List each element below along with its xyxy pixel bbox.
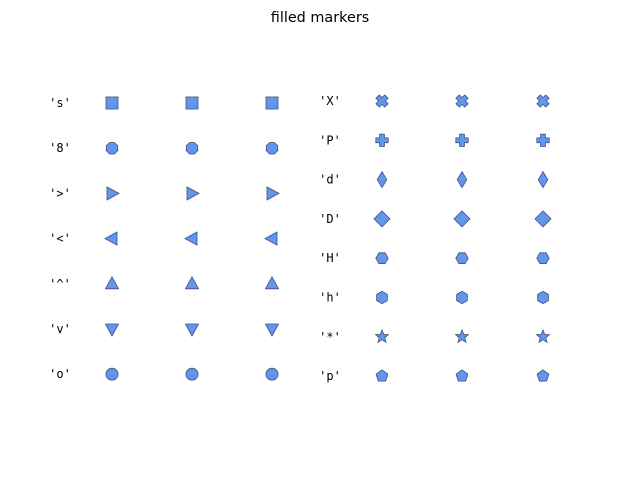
marker-diamond: [373, 210, 391, 228]
marker-label: 'P': [319, 133, 341, 147]
marker-triangle-left: [264, 231, 278, 246]
marker-thin-diamond: [456, 170, 468, 189]
marker-triangle-up: [184, 275, 200, 290]
marker-label: 'p': [319, 369, 341, 383]
marker-x-filled: [536, 94, 550, 108]
marker-triangle-down: [184, 323, 200, 337]
marker-label: 'H': [319, 251, 341, 265]
marker-pentagon: [375, 369, 389, 382]
marker-circle: [265, 367, 279, 381]
marker-star: [535, 328, 551, 344]
marker-hexagon-pointy: [537, 290, 549, 305]
chart-title: filled markers: [271, 10, 369, 26]
marker-square: [105, 96, 119, 110]
marker-hexagon-flat: [455, 252, 469, 264]
marker-triangle-left: [184, 231, 198, 246]
marker-triangle-up: [104, 275, 120, 290]
marker-plus-filled: [455, 133, 469, 147]
marker-hexagon-flat: [536, 252, 550, 264]
marker-label: 's': [49, 96, 71, 110]
marker-panel-right: 'X' 'P' 'd' 'D' 'H' 'h' '*' 'p': [319, 94, 552, 383]
marker-label: 'D': [319, 212, 341, 226]
marker-hexagon-pointy: [376, 290, 388, 305]
marker-octagon: [265, 142, 279, 155]
marker-square: [185, 96, 199, 110]
marker-triangle-right: [266, 186, 280, 201]
marker-triangle-down: [104, 323, 120, 337]
marker-label: '<': [49, 232, 71, 246]
marker-label: '^': [49, 277, 71, 291]
marker-diamond: [453, 210, 471, 228]
marker-triangle-right: [186, 186, 200, 201]
marker-pentagon: [536, 369, 550, 382]
marker-thin-diamond: [376, 170, 388, 189]
marker-x-filled: [375, 94, 389, 108]
marker-label: 'v': [49, 322, 71, 336]
marker-triangle-down: [264, 323, 280, 337]
marker-pentagon: [455, 369, 469, 382]
marker-label: 'h': [319, 291, 341, 305]
marker-triangle-left: [104, 231, 118, 246]
marker-hexagon-flat: [375, 252, 389, 264]
marker-triangle-up: [264, 275, 280, 290]
marker-circle: [105, 367, 119, 381]
marker-thin-diamond: [537, 170, 549, 189]
marker-diamond: [534, 210, 552, 228]
marker-star: [454, 328, 470, 344]
marker-triangle-right: [106, 186, 120, 201]
marker-circle: [185, 367, 199, 381]
marker-star: [374, 328, 390, 344]
marker-label: '8': [49, 141, 71, 155]
marker-octagon: [185, 142, 199, 155]
marker-octagon: [105, 142, 119, 155]
marker-panel-left: 's' '8' '>' '<' '^' 'v' 'o': [49, 96, 280, 381]
marker-x-filled: [455, 94, 469, 108]
marker-square: [265, 96, 279, 110]
marker-label: 'd': [319, 173, 341, 187]
marker-label: '>': [49, 186, 71, 200]
marker-label: 'o': [49, 367, 71, 381]
marker-hexagon-pointy: [456, 290, 468, 305]
marker-plus-filled: [375, 133, 389, 147]
marker-plus-filled: [536, 133, 550, 147]
marker-label: '*': [319, 330, 341, 344]
marker-label: 'X': [319, 94, 341, 108]
